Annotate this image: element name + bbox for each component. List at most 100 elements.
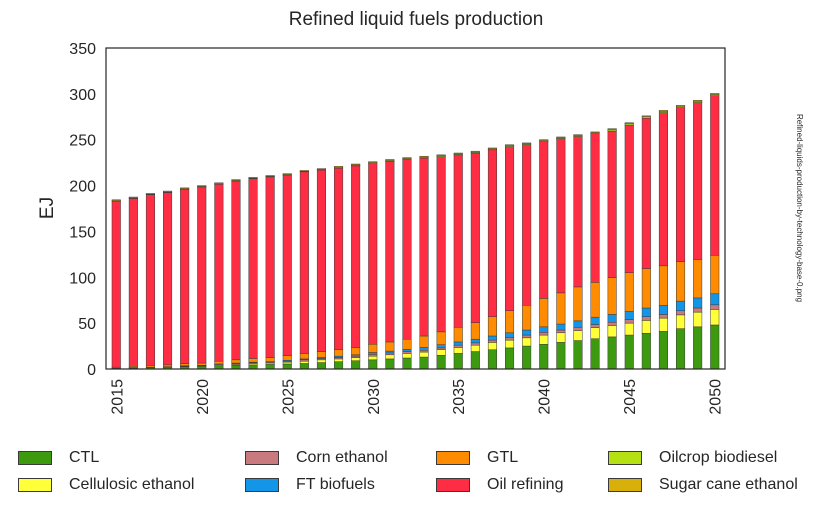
bar-segment bbox=[607, 314, 617, 323]
bar-segment bbox=[710, 93, 720, 95]
bar-segment bbox=[334, 167, 344, 350]
bar-segment bbox=[453, 341, 463, 346]
bar-segment bbox=[710, 293, 720, 306]
bar-segment bbox=[453, 344, 463, 348]
x-tick-label: 2050 bbox=[708, 379, 725, 415]
bar-segment bbox=[710, 255, 720, 295]
bar-segment bbox=[419, 349, 429, 353]
bar-segment bbox=[470, 344, 480, 352]
bar-segment bbox=[641, 307, 651, 317]
bar-segment bbox=[539, 343, 549, 370]
bar-segment bbox=[316, 169, 326, 352]
bar-segment bbox=[368, 354, 378, 357]
bar-segment bbox=[334, 166, 344, 168]
bar-segment bbox=[419, 157, 429, 337]
bar-segment bbox=[607, 128, 617, 130]
bar-segment bbox=[710, 324, 720, 370]
bar-segment bbox=[573, 286, 583, 322]
bar-segment bbox=[573, 136, 583, 288]
bar-segment bbox=[658, 265, 668, 306]
bar-segment bbox=[402, 351, 412, 354]
x-tick-label: 2025 bbox=[280, 379, 297, 415]
bar-segment bbox=[658, 314, 668, 319]
bar-segment bbox=[641, 316, 651, 321]
y-tick-label: 50 bbox=[78, 316, 96, 333]
bar-segment bbox=[231, 179, 241, 181]
x-tick-label: 2040 bbox=[537, 379, 554, 415]
bar-segment bbox=[641, 320, 651, 334]
x-tick-label: 2020 bbox=[195, 379, 212, 415]
bar-segment bbox=[522, 144, 532, 306]
y-tick-label: 0 bbox=[87, 362, 96, 379]
bar-segment bbox=[658, 305, 668, 315]
plot-area bbox=[111, 93, 720, 370]
bar-segment bbox=[180, 188, 190, 364]
bar-segment bbox=[590, 327, 600, 339]
bar-segment bbox=[522, 329, 532, 336]
bar-segment bbox=[436, 344, 446, 349]
bar-segment bbox=[282, 363, 292, 370]
bar-segment bbox=[453, 154, 463, 328]
bar-segment bbox=[624, 334, 634, 370]
bar-segment bbox=[265, 364, 275, 370]
bar-segment bbox=[385, 159, 395, 161]
bar-segment bbox=[368, 163, 378, 345]
bar-segment bbox=[522, 305, 532, 331]
bar-segment bbox=[590, 338, 600, 370]
bar-segment bbox=[624, 122, 634, 124]
bar-segment bbox=[505, 339, 515, 349]
bar-segment bbox=[573, 340, 583, 370]
bar-segment bbox=[487, 335, 497, 341]
bar-segment bbox=[487, 349, 497, 370]
bar-segment bbox=[214, 182, 224, 184]
x-tick-label: 2045 bbox=[622, 379, 639, 415]
bar-segment bbox=[436, 349, 446, 356]
bar-segment bbox=[299, 353, 309, 360]
bar-segment bbox=[641, 268, 651, 309]
x-tick-label: 2035 bbox=[451, 379, 468, 415]
bar-segment bbox=[436, 331, 446, 345]
bar-segment bbox=[539, 326, 549, 333]
bar-segment bbox=[590, 282, 600, 318]
bar-segment bbox=[607, 277, 617, 315]
bar-segment bbox=[590, 131, 600, 134]
bar-segment bbox=[248, 364, 258, 370]
bar-segment bbox=[436, 154, 446, 157]
bar-segment bbox=[128, 198, 138, 367]
bar-segment bbox=[539, 334, 549, 345]
bar-segment bbox=[419, 155, 429, 158]
bar-segment bbox=[641, 115, 651, 118]
bar-segment bbox=[624, 322, 634, 336]
bar-segment bbox=[436, 347, 446, 350]
bar-segment bbox=[231, 359, 241, 364]
bar-segment bbox=[676, 105, 686, 107]
bar-segment bbox=[265, 175, 275, 177]
bar-segment bbox=[676, 310, 686, 316]
bar-segment bbox=[436, 156, 446, 333]
bar-segment bbox=[453, 347, 463, 354]
bar-segment bbox=[316, 359, 326, 363]
bar-segment bbox=[676, 314, 686, 329]
bar-segment bbox=[487, 339, 497, 343]
bar-segment bbox=[505, 332, 515, 338]
bar-segment bbox=[402, 357, 412, 370]
bar-segment bbox=[470, 342, 480, 346]
bar-segment bbox=[573, 134, 583, 136]
bar-segment bbox=[539, 139, 549, 141]
x-tick-label: 2030 bbox=[366, 379, 383, 415]
bar-segment bbox=[624, 272, 634, 312]
chart-title: Refined liquid fuels production bbox=[289, 9, 544, 30]
bar-segment bbox=[573, 327, 583, 331]
bar-segment bbox=[607, 325, 617, 338]
bar-segment bbox=[299, 363, 309, 370]
bar-segment bbox=[470, 351, 480, 370]
bar-segment bbox=[351, 360, 361, 370]
bar-segment bbox=[351, 163, 361, 166]
bar-segment bbox=[710, 309, 720, 326]
bar-segment bbox=[351, 347, 361, 356]
bar-segment bbox=[487, 147, 497, 150]
bar-segment bbox=[385, 350, 395, 354]
bar-segment bbox=[402, 353, 412, 359]
bar-segment bbox=[556, 138, 566, 294]
